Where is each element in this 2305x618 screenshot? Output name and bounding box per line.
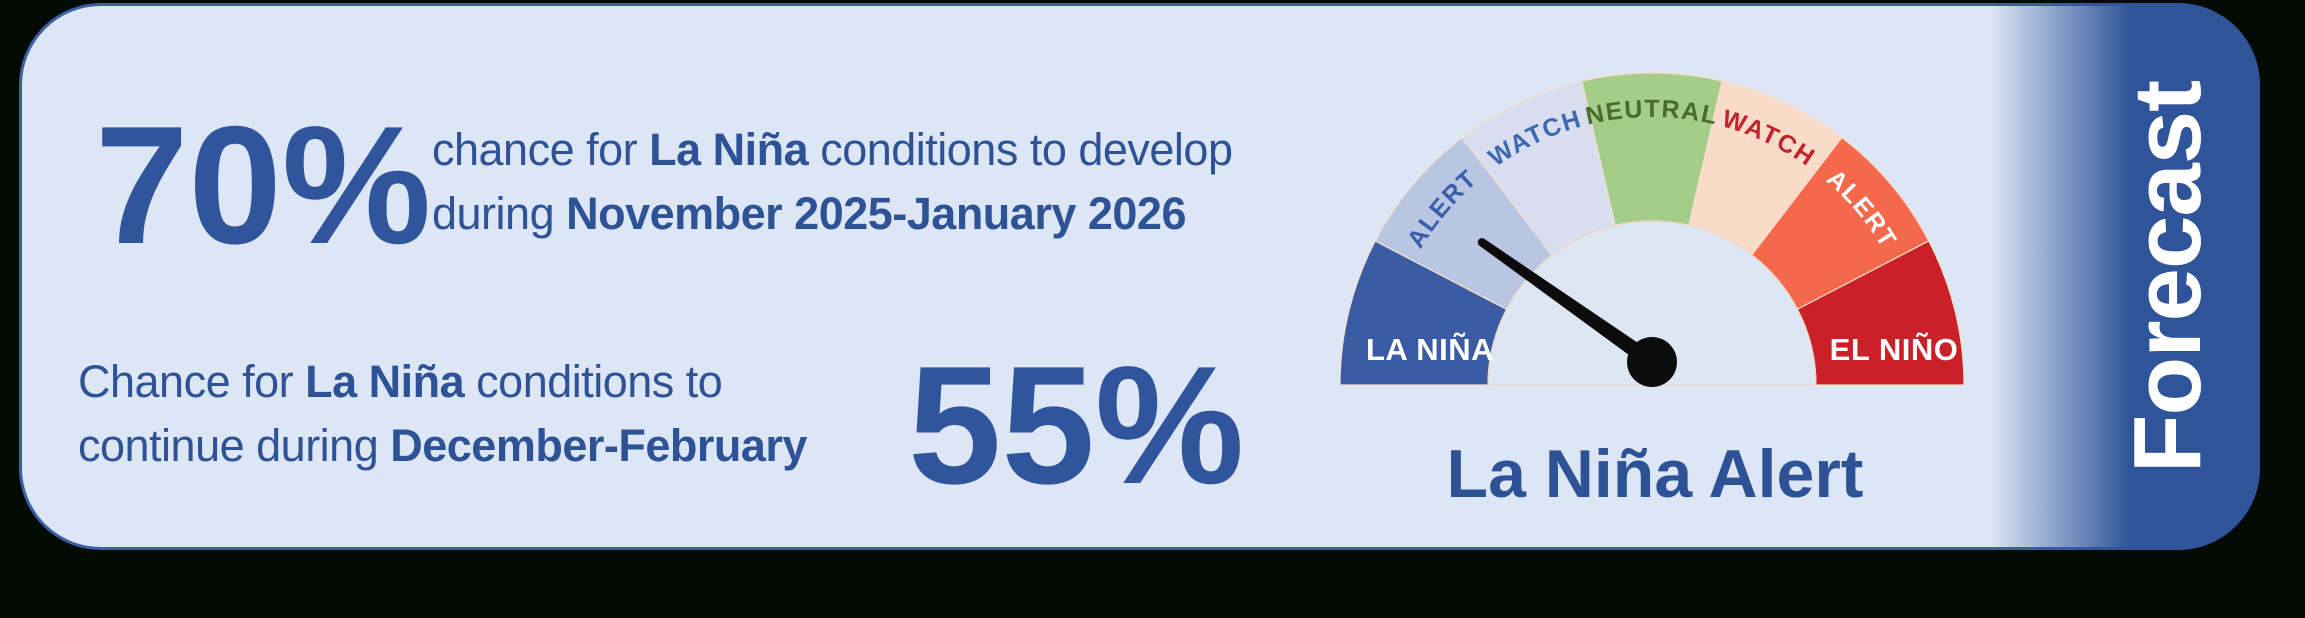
continue-line1-lead: Chance for — [78, 356, 306, 407]
continue-line1-rest: conditions to — [464, 356, 723, 407]
gauge-segments — [1339, 72, 1965, 386]
develop-probability-text: chance for La Niña conditions to develop… — [432, 118, 1233, 246]
gauge-needle — [1477, 238, 1677, 387]
develop-text-line2: during November 2025-January 2026 — [432, 182, 1233, 246]
gauge-inner-disc — [1487, 220, 1817, 386]
gauge-needle-shaft — [1479, 238, 1657, 369]
develop-line2-lead: during — [432, 188, 567, 239]
gauge-needle-hub — [1627, 337, 1677, 387]
develop-probability-value: 70% — [95, 91, 432, 279]
develop-line1-rest: conditions to develop — [808, 124, 1233, 175]
develop-period-emphasis: November 2025-January 2026 — [566, 188, 1186, 239]
gauge-sector-label: LA NIÑA — [1366, 332, 1494, 367]
gauge-status-caption: La Niña Alert — [1446, 436, 1864, 512]
la-nina-emphasis: La Niña — [649, 124, 809, 175]
continue-line2-lead: continue during — [78, 420, 391, 471]
forecast-tab: Forecast — [1990, 3, 2260, 550]
gauge-needle-tip — [1477, 238, 1487, 247]
continue-period-emphasis: December-February — [390, 420, 807, 471]
forecast-tab-label: Forecast — [2114, 80, 2221, 473]
continue-probability-text: Chance for La Niña conditions to continu… — [78, 350, 807, 478]
continue-probability-value: 55% — [908, 331, 1245, 519]
gauge-sector-label: EL NIÑO — [1830, 332, 1959, 367]
develop-line1-lead: chance for — [432, 124, 650, 175]
develop-text-line1: chance for La Niña conditions to develop — [432, 118, 1233, 182]
la-nina-emphasis: La Niña — [305, 356, 465, 407]
continue-text-line2: continue during December-February — [78, 414, 807, 478]
continue-text-line1: Chance for La Niña conditions to — [78, 350, 807, 414]
